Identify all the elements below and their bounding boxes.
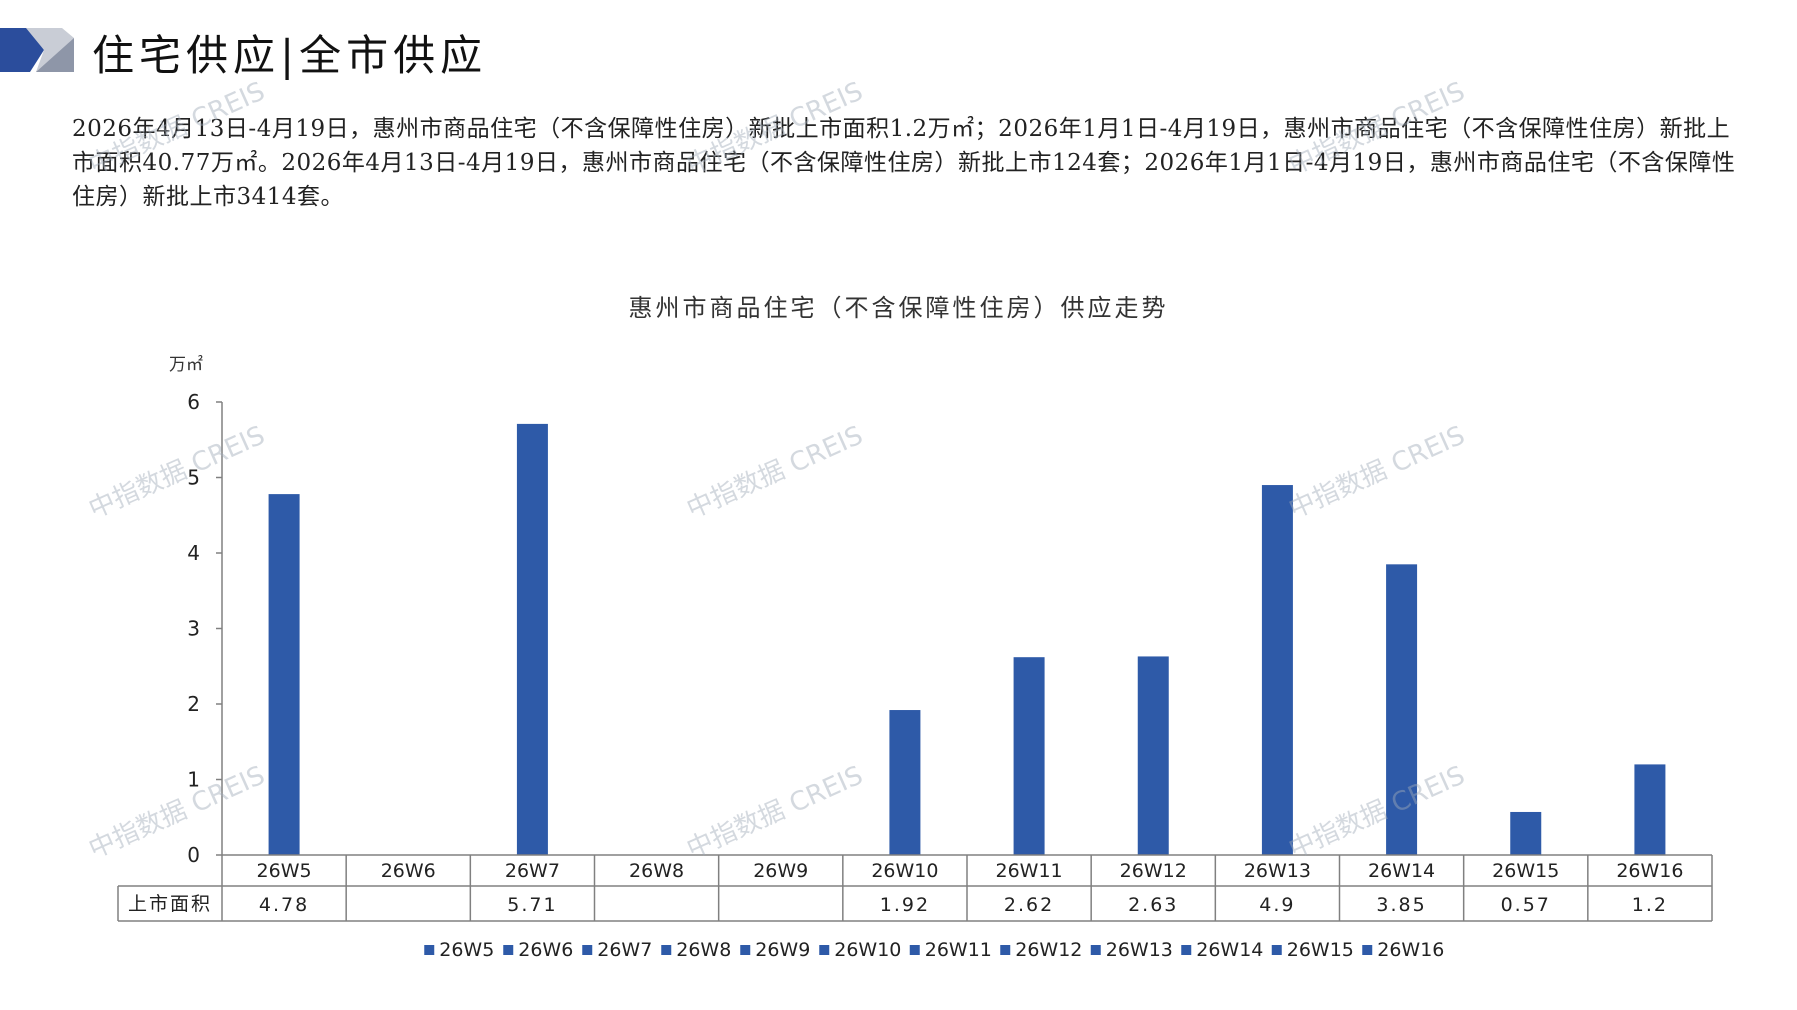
legend-item: 26W10 [834, 939, 901, 961]
legend-item: 26W5 [439, 939, 494, 961]
data-label: 4.78 [259, 894, 309, 916]
x-tick-label: 26W10 [871, 860, 938, 882]
legend-item: 26W11 [925, 939, 992, 961]
bar-26W16 [1634, 764, 1666, 855]
bar-26W14 [1386, 564, 1418, 855]
series-name-label: 上市面积 [128, 893, 212, 915]
legend-swatch [1271, 945, 1282, 955]
x-tick-label: 26W7 [505, 860, 560, 882]
data-label: 4.9 [1259, 894, 1295, 916]
x-tick-label: 26W13 [1244, 860, 1311, 882]
x-tick-label: 26W12 [1120, 860, 1187, 882]
x-tick-label: 26W9 [753, 860, 808, 882]
data-label: 3.85 [1376, 894, 1426, 916]
bar-26W11 [1013, 657, 1045, 855]
bar-26W7 [516, 423, 548, 855]
y-tick-label: 3 [187, 617, 200, 641]
legend-item: 26W6 [518, 939, 573, 961]
bar-26W15 [1510, 811, 1542, 855]
data-label: 0.57 [1501, 894, 1551, 916]
legend-item: 26W13 [1106, 939, 1173, 961]
y-tick-label: 4 [187, 541, 200, 565]
page-title: 住宅供应|全市供应 [92, 31, 488, 80]
x-tick-label: 26W16 [1616, 860, 1683, 882]
legend-item: 26W7 [597, 939, 652, 961]
data-label: 1.2 [1632, 894, 1668, 916]
x-tick-label: 26W11 [996, 860, 1063, 882]
legend-swatch [661, 945, 672, 955]
y-tick-label: 6 [187, 390, 200, 414]
legend-swatch [1090, 945, 1101, 955]
legend-swatch [503, 945, 514, 955]
y-tick-label: 0 [187, 843, 200, 867]
legend-swatch [740, 945, 751, 955]
legend-swatch [582, 945, 593, 955]
legend-swatch [1000, 945, 1011, 955]
bar-26W12 [1137, 656, 1169, 855]
bar-26W5 [268, 494, 300, 855]
y-tick-label: 2 [187, 692, 200, 716]
legend-item: 26W8 [676, 939, 731, 961]
legend-item: 26W15 [1287, 939, 1354, 961]
bar-26W10 [889, 710, 921, 855]
data-label: 2.63 [1128, 894, 1178, 916]
y-axis-unit: 万㎡ [169, 355, 203, 375]
chart-title: 惠州市商品住宅（不含保障性住房）供应走势 [628, 294, 1169, 322]
legend-item: 26W14 [1196, 939, 1263, 961]
x-tick-label: 26W6 [381, 860, 436, 882]
data-label: 5.71 [507, 894, 557, 916]
legend-swatch [1181, 945, 1192, 955]
x-tick-label: 26W8 [629, 860, 684, 882]
data-label: 2.62 [1004, 894, 1054, 916]
x-tick-label: 26W5 [257, 860, 312, 882]
legend-item: 26W9 [755, 939, 810, 961]
data-label: 1.92 [880, 894, 930, 916]
legend-item: 26W12 [1015, 939, 1082, 961]
legend-swatch [1362, 945, 1373, 955]
y-tick-label: 5 [187, 466, 200, 490]
legend-swatch [909, 945, 920, 955]
legend-swatch [819, 945, 830, 955]
legend-swatch [424, 945, 435, 955]
y-tick-label: 1 [187, 768, 200, 792]
x-tick-label: 26W15 [1492, 860, 1559, 882]
summary-text: 2026年4月13日-4月19日，惠州市商品住宅（不含保障性住房）新批上市面积1… [72, 116, 1736, 210]
x-tick-label: 26W14 [1368, 860, 1435, 882]
bar-26W13 [1261, 485, 1293, 855]
logo-icon [0, 28, 74, 72]
legend-item: 26W16 [1377, 939, 1444, 961]
